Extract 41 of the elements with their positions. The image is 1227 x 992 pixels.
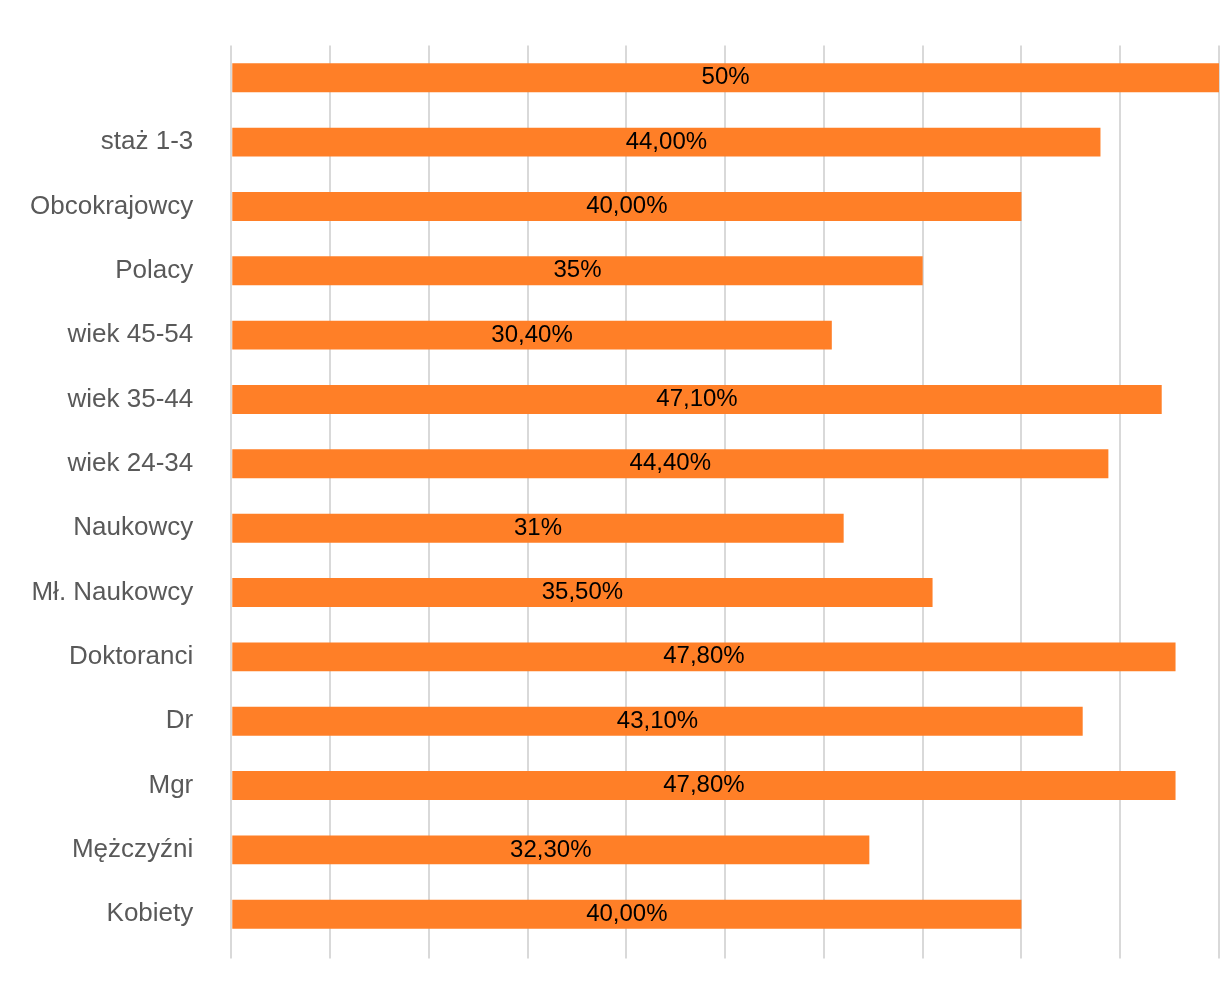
bar [232, 191, 1022, 221]
bar [232, 449, 1109, 479]
data-label: 40,00% [586, 191, 668, 219]
y-tick-label: Obcokrajowcy [29, 189, 194, 220]
bar [232, 578, 933, 607]
bar [232, 127, 1101, 157]
data-label: 35% [553, 255, 602, 283]
data-label: 47,10% [656, 384, 738, 412]
y-tick-label: wiek 35-44 [66, 382, 194, 413]
data-label: 44,40% [629, 448, 712, 476]
data-label: 40,00% [586, 898, 668, 926]
data-label: 30,40% [491, 319, 573, 347]
data-label: 47,80% [663, 641, 745, 669]
y-tick-label: Polacy [115, 253, 194, 284]
bar [232, 63, 1219, 93]
y-tick-label: staż 1-3 [100, 125, 194, 156]
data-label: 47,80% [663, 770, 745, 798]
y-tick-label: wiek 24-34 [66, 447, 194, 477]
bar [232, 835, 870, 865]
data-label: 31% [513, 512, 562, 540]
data-label: 44,00% [625, 126, 708, 154]
y-tick-label: wiek 45-54 [66, 318, 194, 349]
data-label: 32,30% [510, 834, 592, 862]
bar [232, 899, 1022, 929]
y-tick-label: Kobiety [106, 897, 194, 928]
y-tick-label: Mł. Naukowcy [31, 575, 194, 606]
bar [232, 771, 1176, 801]
bar [232, 706, 1083, 736]
y-tick-label: Mężczyźni [71, 833, 194, 864]
bar [232, 320, 832, 350]
bar [232, 385, 1162, 414]
bar [232, 256, 923, 286]
bar [232, 513, 844, 543]
y-tick-label: Naukowcy [73, 511, 194, 542]
data-label: 35,50% [541, 577, 624, 605]
y-tick-label: Mgr [148, 768, 194, 799]
data-label: 43,10% [616, 705, 699, 733]
y-tick-label: Doktoranci [68, 640, 194, 671]
bar [232, 642, 1176, 672]
data-label: 50% [701, 62, 750, 90]
y-tick-label: Dr [165, 704, 194, 735]
